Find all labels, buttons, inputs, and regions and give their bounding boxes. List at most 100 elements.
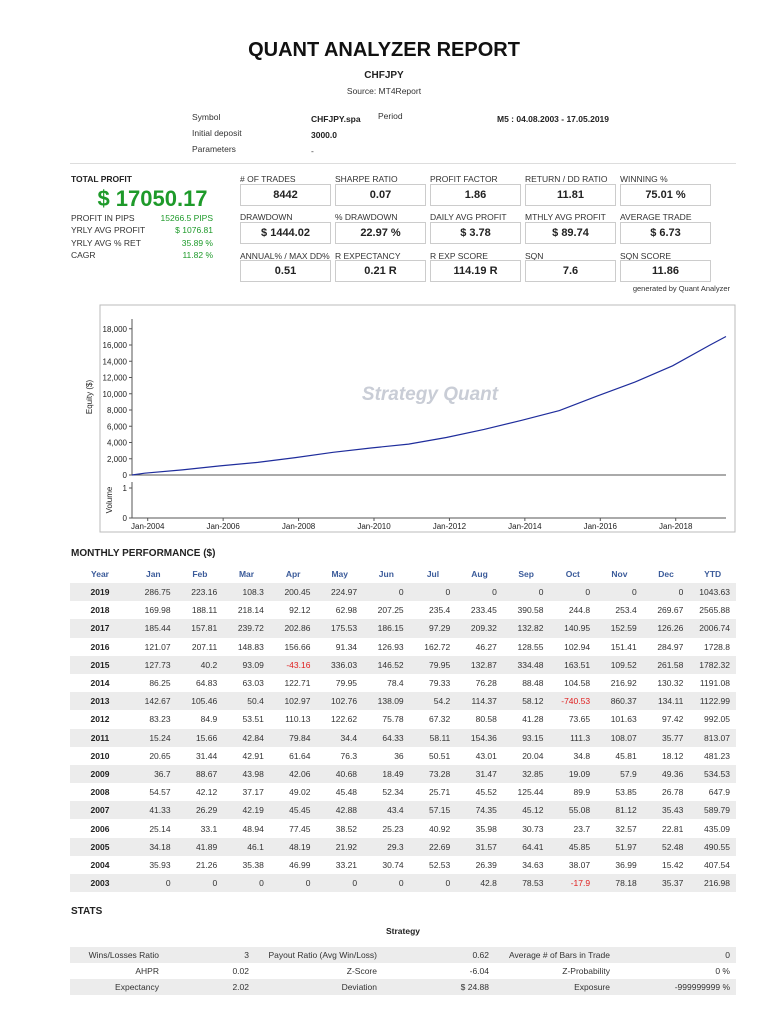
value-cell: 35.43 xyxy=(642,801,690,820)
value-cell: 235.4 xyxy=(428,605,451,616)
month-row: 2014 86.25 64.83 63.03 122.71 79.95 78.4 79.33 7… xyxy=(70,674,736,692)
value-cell: 122.71 xyxy=(284,678,311,689)
month-row: 2012 83.23 84.9 53.51 110.13 122.62 75.78 67.32… xyxy=(70,710,736,728)
metric-label: AVERAGE TRADE xyxy=(620,212,692,222)
stats-row: Expectancy 2.02 Deviation $ 24.88 Exposure -9… xyxy=(70,979,736,995)
value-cell: 46.99 xyxy=(289,859,311,870)
y-tick-label: 14,000 xyxy=(103,357,128,366)
year-cell: 2016 xyxy=(90,641,110,652)
month-row: 2005 34.18 41.89 46.1 48.19 21.92 29.3 22.69 31.… xyxy=(70,837,736,856)
value-cell: 73.65 xyxy=(568,714,591,725)
value-cell: 0 xyxy=(502,583,550,602)
month-row: 2007 41.33 26.29 42.19 45.45 42.88 43.4 57.15 74… xyxy=(70,801,736,820)
value-cell: 146.52 xyxy=(363,655,410,674)
month-row: 2017 185.44 157.81 239.72 202.86 175.53 186.15… xyxy=(70,619,736,638)
value-cell: 34.18 xyxy=(130,837,177,856)
value-cell: 49.36 xyxy=(642,764,690,784)
value-cell: 589.79 xyxy=(689,801,736,820)
value-cell: 50.4 xyxy=(223,692,270,711)
y-tick-label: 12,000 xyxy=(103,374,128,383)
column-header: Feb xyxy=(192,569,208,579)
month-row: 2003 0 0 0 0 0 0 0 42.8 78.53 -17.9 78.18 35.37 216.9… xyxy=(70,874,736,893)
value-cell: 102.94 xyxy=(564,641,591,652)
info-label: Period xyxy=(378,111,403,121)
value-cell: 35.93 xyxy=(149,859,171,870)
y-tick-label: 6,000 xyxy=(107,422,128,431)
value-cell: 860.37 xyxy=(596,692,643,711)
value-cell: 97.29 xyxy=(409,619,457,638)
value-cell: 79.95 xyxy=(335,678,358,689)
stat-value: 0 xyxy=(616,947,736,963)
metric-label: R EXPECTANCY xyxy=(335,251,401,261)
info-label: Symbol xyxy=(192,112,221,122)
value-cell: 84.9 xyxy=(200,714,218,725)
metric-value: 0.51 xyxy=(240,260,331,282)
x-tick-label: Jan-2004 xyxy=(131,522,165,531)
value-cell: 40.2 xyxy=(176,655,224,674)
metric-label: SQN SCORE xyxy=(620,251,672,261)
value-cell: 36.7 xyxy=(130,764,177,784)
stat-label: Z-Probability xyxy=(562,966,610,976)
value-cell: 207.25 xyxy=(377,605,404,616)
value-cell: 42.12 xyxy=(195,787,218,798)
month-row: 2018 169.98 188.11 218.14 92.12 62.98 207.25 23… xyxy=(70,601,736,619)
metric-label: R EXP SCORE xyxy=(430,251,488,261)
stat-value: -999999999 % xyxy=(616,979,736,995)
year-cell: 2006 xyxy=(90,823,110,834)
value-cell: 18.12 xyxy=(662,750,684,761)
value-cell: 0 xyxy=(456,583,503,602)
y-tick-label: 0 xyxy=(123,471,128,480)
value-cell: 21.92 xyxy=(316,837,364,856)
value-cell: 78.4 xyxy=(387,678,404,689)
stat-label: Wins/Losses Ratio xyxy=(70,947,165,963)
value-cell: 51.97 xyxy=(596,837,643,856)
info-value: CHFJPY.spa xyxy=(311,114,361,124)
info-label: Parameters xyxy=(192,144,236,154)
value-cell: 336.03 xyxy=(316,655,364,674)
month-row: 2004 35.93 21.26 35.38 46.99 33.21 30.74 52.53 2… xyxy=(70,856,736,874)
year-cell: 2015 xyxy=(70,655,130,674)
value-cell: 20.65 xyxy=(149,750,171,761)
value-cell: 390.58 xyxy=(517,605,544,616)
stat-value: 2.02 xyxy=(165,979,255,995)
value-cell: 244.8 xyxy=(568,605,591,616)
value-cell: 26.29 xyxy=(176,801,224,820)
total-row-label: PROFIT IN PIPS xyxy=(71,213,135,223)
stat-label: Deviation xyxy=(255,979,383,995)
value-cell: 435.09 xyxy=(704,823,730,834)
metric-value: 114.19 R xyxy=(430,260,521,282)
value-cell: 26.78 xyxy=(662,787,684,798)
value-cell: 2006.74 xyxy=(689,619,736,638)
value-cell: 93.15 xyxy=(502,728,550,747)
value-cell: 0 xyxy=(596,583,643,602)
value-cell: 121.07 xyxy=(144,641,171,652)
value-cell: 55.08 xyxy=(549,801,597,820)
value-cell: 43.4 xyxy=(363,801,410,820)
value-cell: 40.92 xyxy=(428,823,451,834)
value-cell: 78.53 xyxy=(502,874,550,893)
month-row: 2019 286.75 223.16 108.3 200.45 224.97 0 0 0 0 0 0 0… xyxy=(70,583,736,602)
year-cell: 2010 xyxy=(90,750,110,761)
value-cell: 188.11 xyxy=(191,605,218,616)
metric-label: ANNUAL% / MAX DD% xyxy=(240,251,330,261)
value-cell: 25.23 xyxy=(382,823,404,834)
value-cell: 88.67 xyxy=(176,764,224,784)
value-cell: 76.3 xyxy=(340,750,358,761)
metric-label: # OF TRADES xyxy=(240,174,296,184)
value-cell: 35.77 xyxy=(642,728,690,747)
stat-value: $ 24.88 xyxy=(383,979,495,995)
total-profit-value: $ 17050.17 xyxy=(97,186,208,211)
total-profit-label: TOTAL PROFIT xyxy=(71,174,132,184)
value-cell: 64.33 xyxy=(363,728,410,747)
volume-y-tick-label: 1 xyxy=(123,484,128,493)
metric-value: 75.01 % xyxy=(620,184,711,206)
stat-value: 0.62 xyxy=(383,947,495,963)
value-cell: 163.51 xyxy=(549,655,597,674)
y-tick-label: 8,000 xyxy=(107,406,128,415)
y-tick-label: 10,000 xyxy=(103,390,128,399)
value-cell: 22.69 xyxy=(409,837,457,856)
y-tick-label: 16,000 xyxy=(103,341,128,350)
divider xyxy=(70,163,736,164)
value-cell: 45.81 xyxy=(615,750,637,761)
